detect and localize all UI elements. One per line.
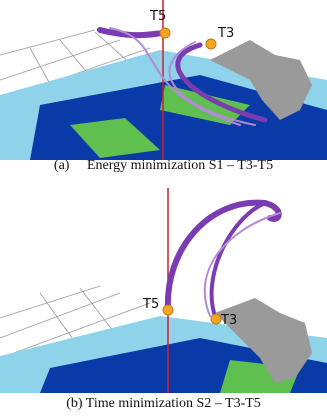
waypoint-label: T5 <box>142 297 159 312</box>
waypoint-label: T3 <box>220 313 237 328</box>
waypoint-label: T3 <box>217 26 234 41</box>
caption: (b) Time minimization S2 – T3-T5 <box>0 396 327 412</box>
panel-b-image: T5 T3 <box>0 188 327 393</box>
panel-a-image: T5 T3 <box>0 0 327 160</box>
figure: T5 T3 (a) Energy minimization S1 – T3-T5… <box>0 0 327 417</box>
waypoint-label: T5 <box>149 9 166 24</box>
caption: (a) Energy minimization S1 – T3-T5 <box>0 158 327 174</box>
